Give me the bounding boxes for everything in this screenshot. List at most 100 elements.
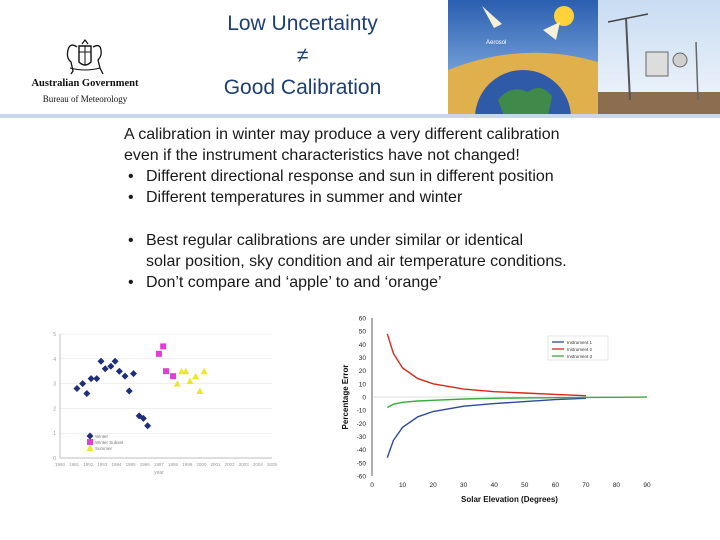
- bullet-marker: •: [128, 189, 134, 206]
- y-tick-label: -50: [357, 460, 367, 467]
- y-tick-label: -30: [357, 434, 367, 441]
- x-tick-label: 2002: [225, 462, 236, 467]
- bullet-marker: •: [128, 232, 134, 249]
- bullet-marker: •: [128, 274, 134, 291]
- data-point: [107, 362, 115, 370]
- y-tick-label: 40: [359, 342, 367, 349]
- y-axis-label: Percentage Error: [341, 365, 350, 430]
- y-tick-label: 2: [53, 406, 56, 412]
- title-line-3: Good Calibration: [223, 76, 382, 99]
- x-tick-label: 1996: [140, 462, 151, 467]
- x-tick-label: 20: [429, 482, 437, 489]
- x-tick-label: 2001: [210, 462, 221, 467]
- x-tick-label: 90: [643, 482, 651, 489]
- intro-line-2: even if the instrument characteristics h…: [124, 147, 520, 164]
- x-tick-label: 10: [399, 482, 407, 489]
- legend-label: Instrument 1: [567, 340, 593, 345]
- title-line-2: ≠: [296, 44, 309, 67]
- data-point: [83, 390, 91, 398]
- y-tick-label: -20: [357, 421, 367, 428]
- data-point: [192, 372, 200, 380]
- slide-body: A calibration in winter may produce a ve…: [124, 124, 684, 293]
- legend-marker: [87, 439, 93, 445]
- x-axis-label: year: [154, 470, 164, 476]
- x-tick-label: 70: [582, 482, 590, 489]
- data-point: [79, 380, 87, 388]
- x-tick-label: 1994: [112, 462, 123, 467]
- satellite-wing: [482, 6, 502, 28]
- australian-government-logo: Australian Government Bureau of Meteorol…: [30, 38, 140, 110]
- header-divider: [0, 114, 720, 118]
- y-tick-label: 50: [359, 329, 367, 336]
- data-point: [73, 385, 81, 393]
- legend-label: Winter Subset: [95, 440, 124, 445]
- radiometer-dome: [672, 52, 688, 68]
- legend-marker: [86, 432, 94, 440]
- earth-landmass: [498, 87, 552, 116]
- calibration-scatter-chart: 0 1 2 3 4 5 1990 1991 1992 1993 1994 1995 1996 1997 19…: [32, 320, 282, 478]
- data-point: [129, 370, 137, 378]
- x-tick-label: 40: [491, 482, 499, 489]
- y-tick-label: 5: [53, 332, 56, 338]
- data-point: [87, 375, 95, 383]
- slide-title: Low Uncertainty ≠ Good Calibration: [180, 8, 425, 104]
- bullet-text-line-1: Best regular calibrations are under simi…: [146, 232, 524, 249]
- y-tick-label: -60: [357, 474, 367, 481]
- bullet-marker: •: [128, 168, 134, 185]
- x-tick-label: 2005: [267, 462, 278, 467]
- y-tick-label: -40: [357, 447, 367, 454]
- x-tick-label: 80: [613, 482, 621, 489]
- data-point: [173, 380, 181, 387]
- data-point: [121, 372, 129, 380]
- x-tick-label: 50: [521, 482, 529, 489]
- title-line-1: Low Uncertainty: [227, 12, 378, 35]
- data-point: [97, 357, 105, 365]
- data-point: [144, 422, 152, 430]
- series-line: [386, 396, 648, 409]
- paragraph-gap: [124, 208, 684, 230]
- y-tick-label: 60: [359, 316, 367, 323]
- y-tick-label: 20: [359, 368, 367, 375]
- x-tick-label: 2004: [253, 462, 264, 467]
- bullet-apples-oranges: • Don’t compare and ‘apple’ to and ‘oran…: [124, 272, 684, 293]
- data-point: [155, 350, 162, 357]
- instrument-box: [645, 51, 669, 77]
- y-tick-label: 4: [53, 357, 56, 363]
- x-tick-label: 2003: [239, 462, 250, 467]
- header-image-svg: Aerosol: [448, 0, 720, 116]
- percentage-error-chart: 60 50 40 30 20 10 0 -10 -20 -30 -40 -50 -60 0 10 20 30 40…: [322, 308, 657, 513]
- bullet-directional-response: • Different directional response and sun…: [124, 166, 684, 187]
- x-tick-label: 0: [370, 482, 374, 489]
- x-tick-label: 1999: [182, 462, 193, 467]
- bullet-temperatures: • Different temperatures in summer and w…: [124, 187, 684, 208]
- x-tick-label: 60: [552, 482, 560, 489]
- legend-label: Instrument 2: [567, 347, 593, 352]
- x-tick-label: 1993: [97, 462, 108, 467]
- bullet-text-line-2: solar position, sky condition and air te…: [146, 253, 567, 270]
- x-tick-label: 1998: [168, 462, 179, 467]
- data-point: [111, 357, 119, 365]
- bullet-text: Don’t compare and ‘apple’ to and ‘orange…: [146, 274, 442, 291]
- intro-line-1: A calibration in winter may produce a ve…: [124, 126, 560, 143]
- data-point: [196, 387, 204, 395]
- data-point: [93, 375, 101, 383]
- data-point: [101, 365, 109, 373]
- legend-marker: [86, 444, 94, 451]
- sunbeam-arrow: [543, 22, 560, 40]
- data-point: [170, 373, 177, 380]
- bullet-best-calibrations: • Best regular calibrations are under si…: [124, 230, 684, 272]
- x-axis-label: Solar Elevation (Degrees): [461, 495, 558, 504]
- aerosol-label: Aerosol: [486, 40, 506, 46]
- data-point: [139, 414, 147, 422]
- tracker-post: [695, 41, 699, 101]
- legend-label: Summer: [95, 446, 113, 451]
- x-tick-label: 1997: [154, 462, 165, 467]
- y-tick-label: 1: [53, 431, 56, 437]
- x-tick-label: 1995: [126, 462, 137, 467]
- data-point: [160, 343, 167, 350]
- logo-government-name: Australian Government: [31, 78, 139, 89]
- x-tick-label: 1991: [69, 462, 80, 467]
- instrument-arm: [607, 13, 649, 23]
